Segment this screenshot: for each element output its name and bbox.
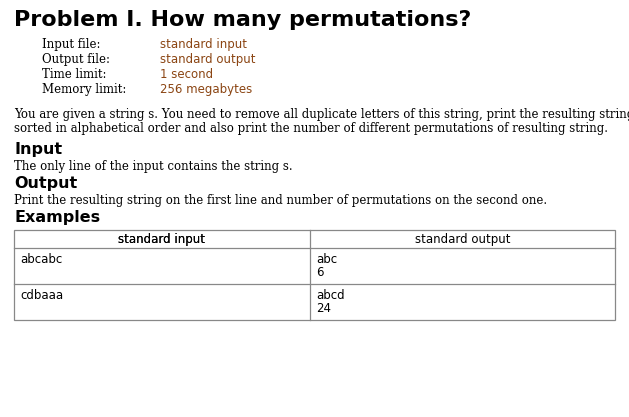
Text: abc: abc [316, 253, 337, 266]
Text: cdbaaa: cdbaaa [20, 289, 63, 302]
Text: Problem I. How many permutations?: Problem I. How many permutations? [14, 10, 471, 30]
Text: standard input: standard input [160, 38, 247, 51]
Text: Memory limit:: Memory limit: [42, 83, 126, 96]
Text: Output: Output [14, 176, 77, 191]
Text: The only line of the input contains the string s.: The only line of the input contains the … [14, 160, 292, 173]
Text: Time limit:: Time limit: [42, 68, 106, 81]
Text: standard output: standard output [160, 53, 255, 66]
Text: 256 megabytes: 256 megabytes [160, 83, 252, 96]
Text: 6: 6 [316, 266, 323, 279]
Text: You are given a string s. You need to remove all duplicate letters of this strin: You are given a string s. You need to re… [14, 108, 629, 121]
Text: standard output: standard output [415, 233, 510, 246]
Text: Print the resulting string on the first line and number of permutations on the s: Print the resulting string on the first … [14, 194, 547, 207]
Text: Output file:: Output file: [42, 53, 110, 66]
Text: Input file:: Input file: [42, 38, 101, 51]
Text: standard input: standard input [118, 233, 206, 246]
Text: abcabc: abcabc [20, 253, 62, 266]
Text: 24: 24 [316, 302, 331, 315]
Text: abcd: abcd [316, 289, 345, 302]
Text: standard input: standard input [118, 233, 206, 246]
Text: Input: Input [14, 142, 62, 157]
Text: sorted in alphabetical order and also print the number of different permutations: sorted in alphabetical order and also pr… [14, 122, 608, 135]
Bar [14, 230, 615, 320]
Text: Examples: Examples [14, 210, 100, 225]
Text: 1 second: 1 second [160, 68, 213, 81]
